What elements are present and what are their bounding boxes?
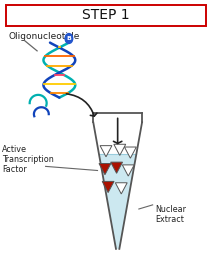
Polygon shape	[124, 147, 136, 158]
Text: B: B	[67, 36, 71, 41]
Polygon shape	[115, 183, 127, 194]
Polygon shape	[114, 144, 126, 155]
Polygon shape	[99, 164, 111, 175]
Polygon shape	[102, 182, 114, 192]
Polygon shape	[100, 146, 112, 157]
Polygon shape	[99, 154, 136, 249]
Circle shape	[65, 34, 73, 43]
Text: Active
Transcription
Factor: Active Transcription Factor	[2, 145, 54, 174]
Text: Oligonucleotide: Oligonucleotide	[8, 32, 80, 41]
Polygon shape	[93, 122, 142, 249]
FancyBboxPatch shape	[93, 113, 142, 122]
Polygon shape	[111, 162, 123, 173]
Text: Nuclear
Extract: Nuclear Extract	[155, 205, 186, 224]
Polygon shape	[122, 165, 134, 176]
FancyBboxPatch shape	[6, 5, 206, 26]
Text: STEP 1: STEP 1	[82, 9, 130, 22]
